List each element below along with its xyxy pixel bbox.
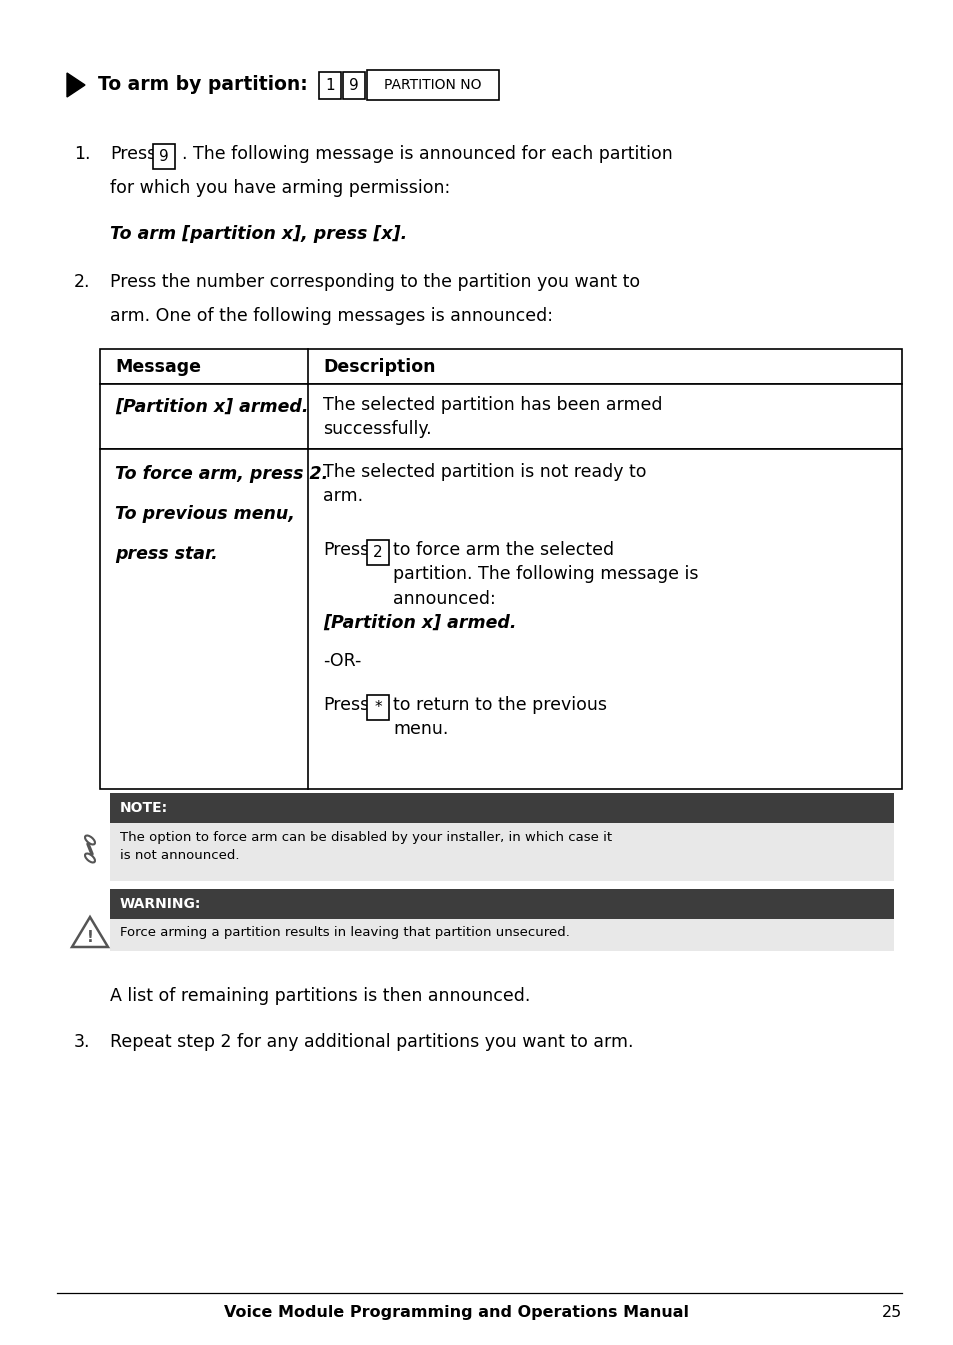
Polygon shape (71, 917, 108, 947)
Text: [Partition x] armed.: [Partition x] armed. (115, 398, 308, 416)
Text: Voice Module Programming and Operations Manual: Voice Module Programming and Operations … (224, 1305, 689, 1319)
Bar (100, 449, 901, 790)
Text: 3.: 3. (74, 1033, 91, 1050)
Text: 1.: 1. (74, 145, 91, 163)
Text: 9: 9 (159, 149, 169, 164)
Text: Message: Message (115, 358, 201, 375)
Text: Press: Press (110, 145, 156, 163)
Text: Press: Press (323, 541, 369, 560)
Text: to return to the previous
menu.: to return to the previous menu. (393, 695, 606, 738)
Text: . The following message is announced for each partition: . The following message is announced for… (182, 145, 672, 163)
Text: Press the number corresponding to the partition you want to: Press the number corresponding to the pa… (110, 273, 639, 291)
Bar (367, 539, 389, 565)
Bar (343, 71, 365, 98)
Text: *: * (374, 699, 381, 716)
Text: arm. One of the following messages is announced:: arm. One of the following messages is an… (110, 307, 553, 325)
Text: -OR-: -OR- (323, 652, 361, 670)
Bar (367, 70, 498, 100)
Text: 25: 25 (881, 1305, 901, 1319)
Bar (152, 144, 174, 169)
Bar (110, 794, 893, 823)
Bar (100, 385, 901, 449)
Polygon shape (67, 73, 85, 97)
Text: The selected partition has been armed
successfully.: The selected partition has been armed su… (323, 395, 661, 438)
Text: Force arming a partition results in leaving that partition unsecured.: Force arming a partition results in leav… (120, 925, 569, 939)
Text: [Partition x] armed.: [Partition x] armed. (323, 615, 516, 632)
Text: for which you have arming permission:: for which you have arming permission: (110, 179, 450, 196)
Text: The option to force arm can be disabled by your installer, in which case it
is n: The option to force arm can be disabled … (120, 831, 612, 862)
Text: 2: 2 (373, 545, 382, 560)
Text: To arm [partition x], press [x].: To arm [partition x], press [x]. (110, 225, 407, 243)
Bar (318, 71, 340, 98)
Text: 9: 9 (349, 78, 358, 93)
Text: to force arm the selected
partition. The following message is
announced:: to force arm the selected partition. The… (393, 541, 698, 608)
Text: WARNING:: WARNING: (120, 897, 201, 911)
Text: PARTITION NO: PARTITION NO (384, 78, 481, 91)
Bar (110, 919, 893, 951)
Text: Press: Press (323, 695, 369, 714)
Text: A list of remaining partitions is then announced.: A list of remaining partitions is then a… (110, 987, 530, 1005)
Text: To arm by partition:: To arm by partition: (98, 75, 308, 94)
Text: 2.: 2. (74, 273, 91, 291)
Bar (100, 348, 901, 385)
Bar (367, 695, 389, 720)
Text: To force arm, press 2.: To force arm, press 2. (115, 465, 328, 483)
Bar (110, 889, 893, 919)
Text: The selected partition is not ready to
arm.: The selected partition is not ready to a… (323, 463, 646, 506)
Text: 1: 1 (325, 78, 335, 93)
Bar (110, 823, 893, 881)
Text: !: ! (87, 929, 93, 944)
Text: press star.: press star. (115, 545, 217, 564)
Text: Description: Description (323, 358, 435, 375)
Text: NOTE:: NOTE: (120, 802, 168, 815)
Text: Repeat step 2 for any additional partitions you want to arm.: Repeat step 2 for any additional partiti… (110, 1033, 633, 1050)
Text: To previous menu,: To previous menu, (115, 504, 294, 523)
